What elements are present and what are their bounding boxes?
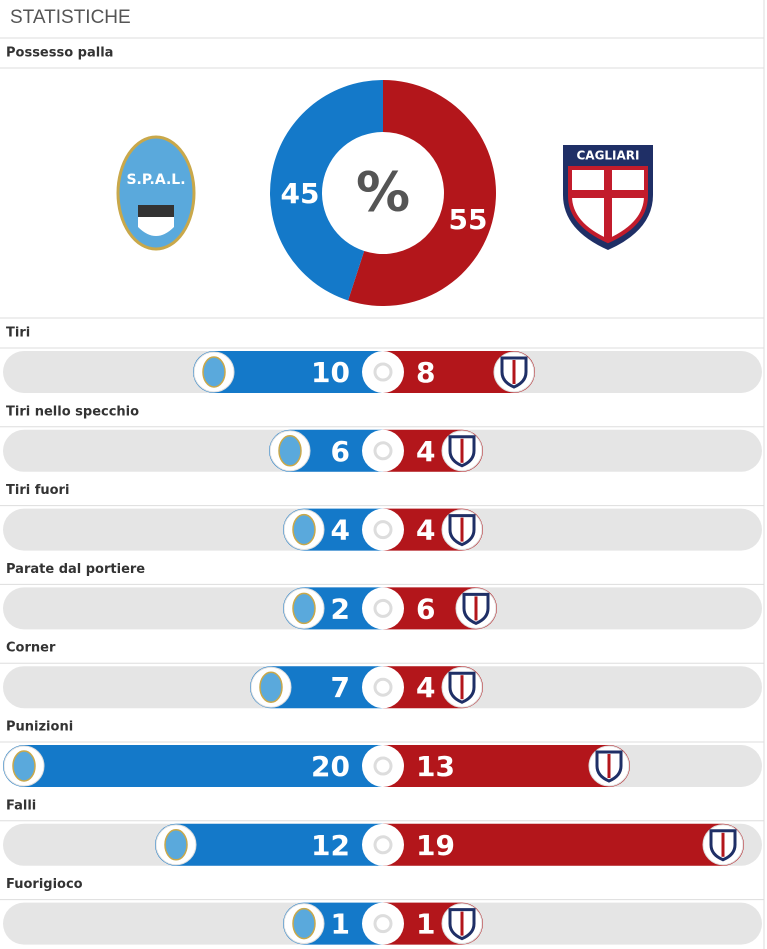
stat-icon	[362, 587, 404, 630]
home-badge	[12, 750, 36, 782]
possession-label: Possesso palla	[6, 46, 113, 61]
home-value: 20	[311, 750, 350, 783]
home-badge	[202, 356, 226, 388]
home-value: 4	[331, 514, 350, 547]
stat-icon	[362, 508, 404, 551]
stat-icon-glyph	[373, 677, 393, 697]
home-value: 1	[331, 908, 350, 941]
stat-icon-glyph	[373, 756, 393, 776]
away-logo-text: CAGLIARI	[576, 149, 639, 163]
away-value: 4	[416, 435, 435, 468]
away-logo: CAGLIARI	[563, 145, 653, 250]
away-badge-cross	[512, 360, 516, 384]
home-badge	[164, 829, 188, 861]
stat-icon	[362, 429, 404, 472]
stat-icon	[362, 351, 404, 393]
stat-label: Falli	[6, 798, 36, 813]
home-badge	[292, 513, 316, 546]
stat-icon-glyph	[373, 441, 393, 461]
away-bar	[383, 823, 745, 866]
away-value: 1	[416, 908, 435, 941]
home-possession-value: 45	[281, 177, 320, 210]
stat-icon	[362, 666, 404, 709]
away-badge-cross	[607, 754, 611, 778]
home-value: 10	[311, 356, 350, 389]
away-bar	[383, 745, 630, 787]
home-badge	[278, 435, 302, 467]
home-value: 2	[331, 592, 350, 625]
home-bar	[155, 823, 383, 866]
home-value: 7	[331, 671, 350, 704]
stat-label: Fuorigioco	[6, 877, 83, 892]
home-logo-text: S.P.A.L.	[126, 172, 185, 188]
away-badge-cross	[460, 911, 464, 936]
stat-label: Punizioni	[6, 720, 73, 735]
stat-icon	[362, 823, 404, 866]
away-value: 4	[416, 671, 435, 704]
stat-label: Tiri fuori	[6, 483, 69, 498]
stat-icon-glyph	[373, 914, 393, 934]
away-badge-cross	[460, 517, 464, 542]
stat-label: Tiri nello specchio	[6, 404, 139, 419]
home-logo: S.P.A.L.	[116, 135, 196, 251]
header-title: STATISTICHE	[10, 7, 131, 28]
away-value: 19	[416, 829, 455, 862]
stat-label: Parate dal portiere	[6, 562, 145, 577]
stat-label: Tiri	[6, 326, 30, 341]
away-badge-cross	[460, 438, 464, 463]
away-value: 13	[416, 750, 455, 783]
home-badge	[292, 592, 316, 625]
home-badge	[259, 671, 283, 703]
away-value: 6	[416, 592, 435, 625]
home-value: 6	[331, 435, 350, 468]
stat-label: Corner	[6, 641, 56, 656]
home-value: 12	[311, 829, 350, 862]
stat-icon-glyph	[373, 835, 393, 855]
stat-icon-glyph	[373, 520, 393, 540]
away-badge-cross	[474, 596, 478, 621]
away-badge-cross	[721, 832, 725, 857]
stat-icon-glyph	[373, 362, 393, 382]
home-badge	[292, 907, 316, 940]
away-possession-arc	[348, 80, 496, 306]
home-bar	[3, 745, 383, 787]
away-value: 8	[416, 356, 435, 389]
away-value: 4	[416, 514, 435, 547]
home-bar	[193, 351, 383, 393]
away-badge-cross	[460, 675, 464, 700]
stat-icon	[362, 745, 404, 787]
stat-icon-glyph	[373, 598, 393, 618]
stat-icon	[362, 902, 404, 945]
away-possession-value: 55	[449, 203, 488, 236]
home-possession-arc	[270, 80, 383, 301]
possession-symbol: %	[356, 161, 410, 224]
